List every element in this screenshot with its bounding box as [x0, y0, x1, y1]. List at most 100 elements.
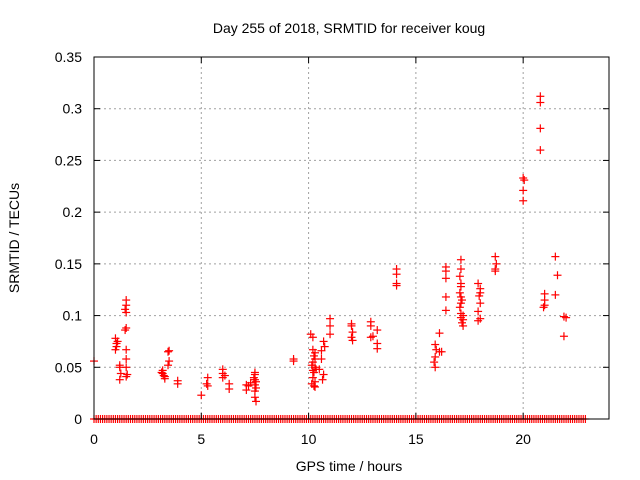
data-point [562, 313, 571, 322]
data-point [441, 267, 450, 276]
data-point [456, 282, 465, 291]
data-point [320, 342, 329, 351]
data-point [474, 307, 483, 316]
data-point [122, 308, 131, 317]
data-point [430, 358, 439, 367]
axis-ticks [93, 56, 609, 420]
data-point [160, 374, 169, 383]
data-point [551, 252, 560, 261]
data-point [308, 333, 317, 342]
data-point [218, 373, 227, 382]
data-point [311, 382, 320, 391]
x-tick-labels: 0 5 10 15 20 [90, 431, 531, 447]
y-tick-label: 0.15 [55, 256, 82, 272]
data-point [441, 306, 450, 315]
x-tick-label: 15 [408, 431, 424, 447]
data-point [456, 255, 465, 264]
data-point [111, 345, 120, 354]
data-point [519, 186, 528, 195]
data-point [122, 372, 131, 381]
data-point [317, 355, 326, 364]
data-point [459, 321, 468, 330]
data-point [551, 290, 560, 299]
data-point [392, 270, 401, 279]
x-tick-label: 0 [90, 431, 98, 447]
data-point [455, 272, 464, 281]
data-point [431, 363, 440, 372]
x-tick-label: 10 [301, 431, 317, 447]
data-point [553, 271, 562, 280]
data-point [315, 365, 324, 374]
grid-lines [94, 57, 609, 419]
data-point [435, 329, 444, 338]
y-tick-labels: 0 0.05 0.1 0.15 0.2 0.25 0.3 0.35 [55, 49, 82, 427]
y-tick-label: 0.05 [55, 359, 82, 375]
data-point [244, 381, 253, 390]
data-point [431, 352, 440, 361]
y-tick-label: 0.2 [63, 204, 83, 220]
y-tick-label: 0.25 [55, 152, 82, 168]
data-point [113, 337, 122, 346]
data-point [536, 146, 545, 155]
data-point [165, 346, 174, 355]
data-point [536, 98, 545, 107]
data-point [318, 375, 327, 384]
data-point [368, 332, 377, 341]
data-point [455, 303, 464, 312]
data-point [455, 288, 464, 297]
data-point [348, 336, 357, 345]
data-point [252, 397, 261, 406]
data-point [373, 326, 382, 335]
data-point [164, 347, 173, 356]
data-point [319, 337, 328, 346]
data-point [326, 330, 335, 339]
data-point [317, 346, 326, 355]
data-point [173, 379, 182, 388]
data-point [441, 292, 450, 301]
x-tick-label: 5 [197, 431, 205, 447]
data-point [539, 303, 548, 312]
data-point [289, 357, 298, 366]
data-point [225, 385, 234, 394]
data-point [373, 344, 382, 353]
data-point [203, 373, 212, 382]
data-point [309, 381, 318, 390]
data-point [559, 332, 568, 341]
data-point [474, 279, 483, 288]
data-point [326, 314, 335, 323]
data-point [347, 321, 356, 330]
y-axis-label: SRMTID / TECUs [6, 183, 22, 293]
data-point [157, 368, 166, 377]
data-point [326, 321, 335, 330]
data-point [203, 381, 212, 390]
data-point [122, 363, 131, 372]
data-point [319, 370, 328, 379]
data-point [309, 368, 318, 377]
data-point [491, 252, 500, 261]
plot-frame [93, 56, 610, 420]
data-point [456, 299, 465, 308]
data-point [366, 321, 375, 330]
data-point [492, 259, 501, 268]
data-point [164, 361, 173, 370]
data-point [122, 345, 131, 354]
data-point [115, 375, 124, 384]
data-point [122, 355, 131, 364]
data-point [121, 326, 130, 335]
data-point [308, 373, 317, 382]
data-point [431, 340, 440, 349]
data-point [348, 328, 357, 337]
data-point [520, 176, 529, 185]
data-point [475, 291, 484, 300]
data-point [491, 267, 500, 276]
data-point [122, 301, 131, 310]
data-point [165, 357, 174, 366]
y-tick-label: 0.3 [63, 101, 83, 117]
x-axis-label: GPS time / hours [296, 458, 403, 474]
x-tick-label: 20 [515, 431, 531, 447]
data-point [242, 386, 251, 395]
chart-title: Day 255 of 2018, SRMTID for receiver kou… [213, 20, 485, 36]
data-point [437, 347, 446, 356]
